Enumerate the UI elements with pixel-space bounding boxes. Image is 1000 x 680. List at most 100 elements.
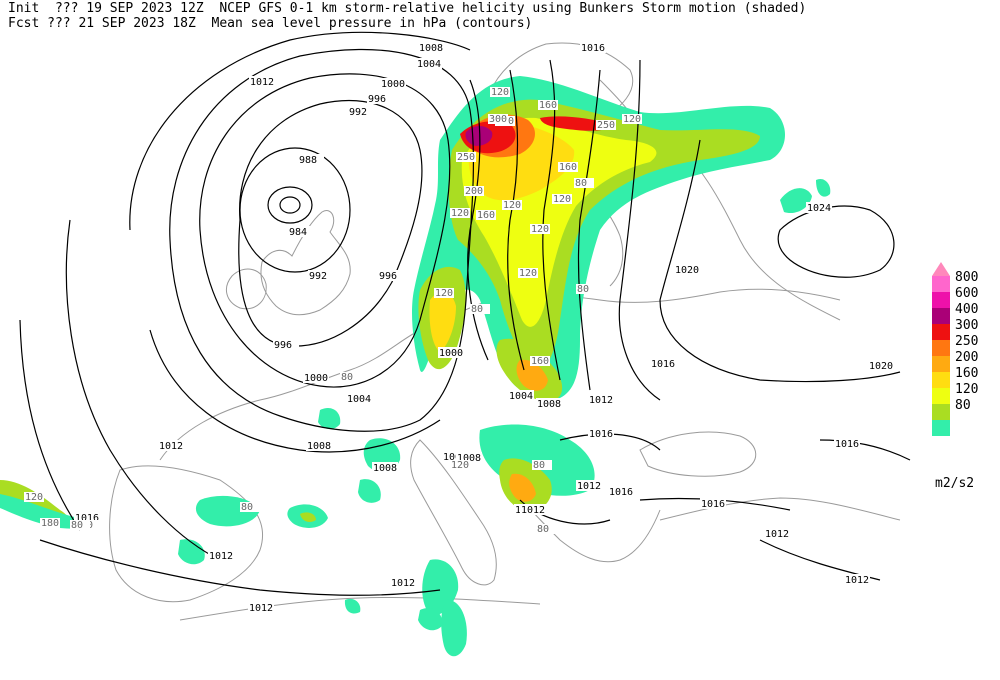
helicity-label: 80 <box>341 372 353 383</box>
helicity-label: 120 <box>519 268 537 279</box>
colorbar-swatch <box>932 308 950 324</box>
isobar-984-inner <box>279 196 301 214</box>
colorbar-label: 80 <box>955 398 971 413</box>
helicity-label-bg <box>530 224 550 234</box>
isobar-label-bg <box>456 452 482 463</box>
british-isles-coast <box>260 210 351 316</box>
colorbar-label: 300 <box>955 318 979 333</box>
isobar-label-bg <box>520 504 546 515</box>
helicity-label-bg <box>450 460 470 470</box>
helicity-label-bg <box>536 524 556 534</box>
isobar-label-bg <box>442 451 468 462</box>
shade-italy-south <box>441 599 467 657</box>
isobar-1020-east <box>659 139 901 383</box>
turkey-coast <box>659 497 901 521</box>
shade-poland-200 <box>516 359 548 391</box>
isobar-1012-south <box>39 539 441 596</box>
isobar-label: 1016 <box>701 499 725 510</box>
isobar-label: 1000 <box>381 79 405 90</box>
colorbar-label: 200 <box>955 350 979 365</box>
helicity-shading <box>0 76 831 657</box>
ireland-coast <box>225 268 267 310</box>
helicity-label-bg <box>574 178 594 188</box>
isobar-label: 996 <box>368 94 386 105</box>
shade-baltic-200 <box>429 291 456 352</box>
isobar-label-bg <box>348 106 374 117</box>
isobar-label-bg <box>588 428 614 439</box>
isobar-label: 1012 <box>521 505 545 516</box>
isobar-988 <box>267 186 313 224</box>
isobar-label-bg <box>306 440 332 451</box>
isobar-label: 1004 <box>417 59 441 70</box>
helicity-label-bg <box>476 210 496 220</box>
isobar-label: 1000 <box>304 373 328 384</box>
isobar-label: 1012 <box>249 603 273 614</box>
shade-biscay-green <box>0 494 92 529</box>
isobar-1008-south <box>149 329 441 453</box>
isobar-label-bg <box>764 528 790 539</box>
isobar-label: 992 <box>309 271 327 282</box>
isobar-label-bg <box>674 264 700 275</box>
isobar-1000 <box>199 73 451 388</box>
isobar-label: 996 <box>274 340 292 351</box>
isobar-1004 <box>169 48 475 432</box>
isobar-label-bg <box>580 42 606 53</box>
isobar-1016-balkan <box>559 433 661 451</box>
colorbar-swatch <box>932 356 950 372</box>
isobar-label-bg <box>372 462 398 473</box>
helicity-label-bg <box>340 372 360 382</box>
isobar-label: 996 <box>379 271 397 282</box>
isobar-scand-4 <box>577 69 601 391</box>
isobar-label: 1008 <box>537 399 561 410</box>
isobar-label-bg <box>380 78 406 89</box>
helicity-label: 180 <box>41 518 59 529</box>
helicity-label-bg <box>470 304 490 314</box>
helicity-label-bg <box>490 87 510 97</box>
isobar-label: 984 <box>289 227 307 238</box>
isobar-label-bg <box>273 339 299 350</box>
isobar-label-bg <box>536 398 562 409</box>
helicity-label: 120 <box>451 460 469 471</box>
isobar-label: 1016 <box>651 359 675 370</box>
helicity-label-bg <box>488 114 508 124</box>
isobar-label-bg <box>208 550 234 561</box>
colorbar-swatch <box>932 404 950 420</box>
colorbar-swatch <box>932 388 950 404</box>
isobar-label: 1004 <box>347 394 371 405</box>
isobar-label-bg <box>438 347 464 358</box>
colorbar-swatch <box>932 340 950 356</box>
helicity-label: 80 <box>241 502 253 513</box>
helicity-label-bg <box>24 492 44 502</box>
helicity-label-layer: 1202001602501202503001201602001601201201… <box>24 87 642 535</box>
isobar-label-bg <box>576 480 602 491</box>
isobar-label: 1008 <box>307 441 331 452</box>
helicity-label: 80 <box>533 460 545 471</box>
helicity-label: 80 <box>537 524 549 535</box>
italy-coast <box>410 439 497 586</box>
isobar-1016-east-south <box>819 439 911 461</box>
helicity-label-bg <box>552 194 572 204</box>
isobar-label-bg <box>834 438 860 449</box>
isobar-label: 1012 <box>159 441 183 452</box>
helicity-label: 250 <box>597 120 615 131</box>
helicity-label-bg <box>596 120 616 130</box>
helicity-label-bg <box>240 502 260 512</box>
isobar-label: 1016 <box>75 513 99 524</box>
helicity-label: 250 <box>457 152 475 163</box>
colorbar-units: m2/s2 <box>935 476 975 491</box>
helicity-label: 160 <box>531 356 549 367</box>
helicity-label-bg <box>456 152 476 162</box>
shade-sardinia <box>344 598 361 614</box>
isobar-label-bg <box>249 76 275 87</box>
helicity-label-bg <box>464 186 484 196</box>
shade-russia-east-2 <box>816 178 831 197</box>
colorbar-swatch <box>932 292 950 308</box>
isobar-label: 1016 <box>609 487 633 498</box>
helicity-label-bg <box>538 100 558 110</box>
helicity-label: 200 <box>465 186 483 197</box>
isobar-label: 1012 <box>209 551 233 562</box>
helicity-label: 160 <box>559 162 577 173</box>
colorbar-swatch <box>932 372 950 388</box>
header-forecast-line: Fcst ??? 21 SEP 2023 18Z Mean sea level … <box>8 16 533 31</box>
